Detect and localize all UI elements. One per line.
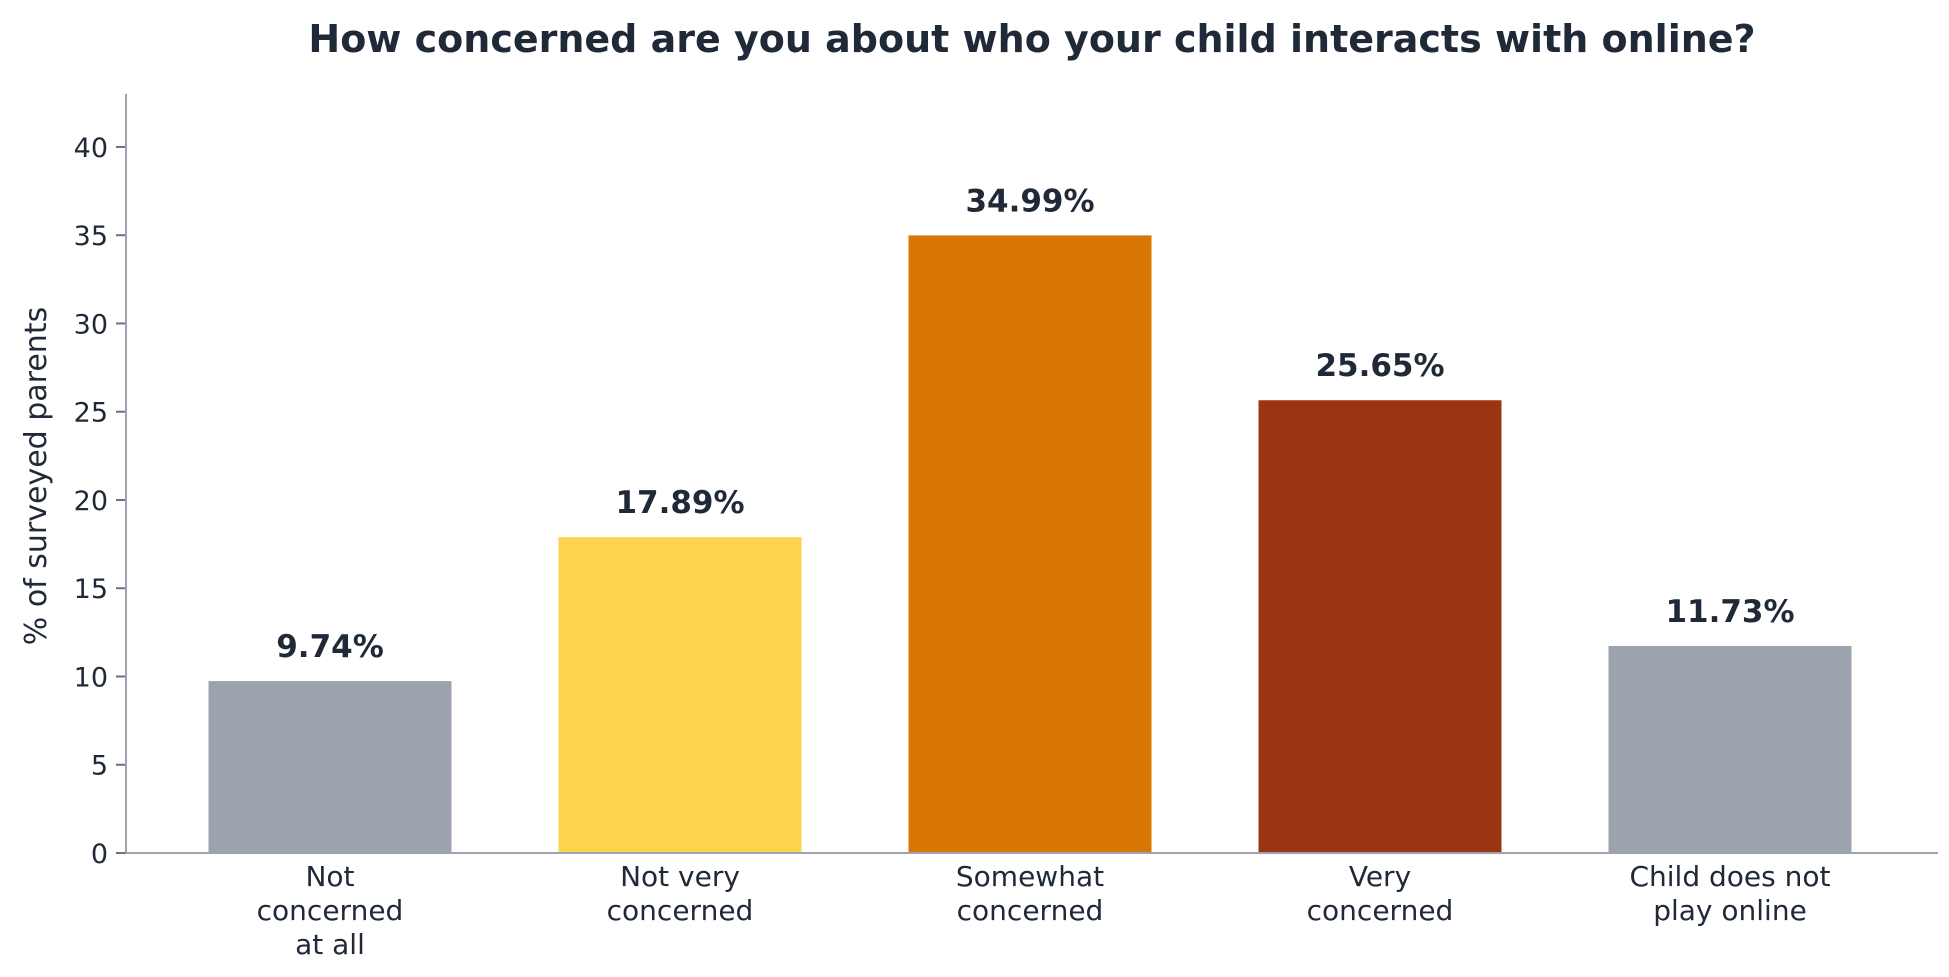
- bar: [558, 537, 802, 853]
- y-tick-label: 0: [91, 839, 108, 870]
- bar: [208, 681, 452, 853]
- x-category-label: Child does not: [1629, 860, 1830, 893]
- x-category-label: play online: [1653, 894, 1807, 927]
- x-category-label: Not very: [620, 860, 740, 893]
- x-category-label: concerned: [957, 894, 1104, 927]
- bar-value-label: 34.99%: [965, 183, 1094, 219]
- y-tick-label: 10: [74, 662, 108, 693]
- bar-value-label: 25.65%: [1315, 348, 1444, 384]
- x-category-label: concerned: [1307, 894, 1454, 927]
- bar: [908, 235, 1152, 854]
- x-category-label: concerned: [607, 894, 754, 927]
- value-labels: 9.74% 17.89% 34.99% 25.65% 11.73%: [276, 183, 1794, 665]
- x-category-label: concerned: [257, 894, 404, 927]
- bar: [1608, 645, 1852, 853]
- chart-title: How concerned are you about who your chi…: [308, 17, 1755, 61]
- x-category-label: Very: [1349, 860, 1411, 893]
- bar-value-label: 17.89%: [615, 485, 744, 521]
- x-category-label: Not: [305, 860, 354, 893]
- y-tick-label: 40: [74, 133, 108, 164]
- y-tick-label: 20: [74, 486, 108, 517]
- y-tick-label: 25: [74, 398, 108, 429]
- y-tick-label: 35: [74, 221, 108, 252]
- y-tick-label: 15: [74, 574, 108, 605]
- bar-value-label: 11.73%: [1665, 594, 1794, 630]
- x-category-label: Somewhat: [956, 860, 1104, 893]
- x-category-label: at all: [295, 928, 365, 961]
- y-axis-ticks: 0 5 10 15 20 25 30 35 40: [74, 133, 126, 870]
- y-axis-label: % of surveyed parents: [19, 307, 54, 645]
- y-tick-label: 5: [91, 751, 108, 782]
- bar: [1258, 400, 1502, 853]
- bar-value-label: 9.74%: [276, 629, 384, 665]
- y-tick-label: 30: [74, 309, 108, 340]
- bars: [208, 235, 1852, 854]
